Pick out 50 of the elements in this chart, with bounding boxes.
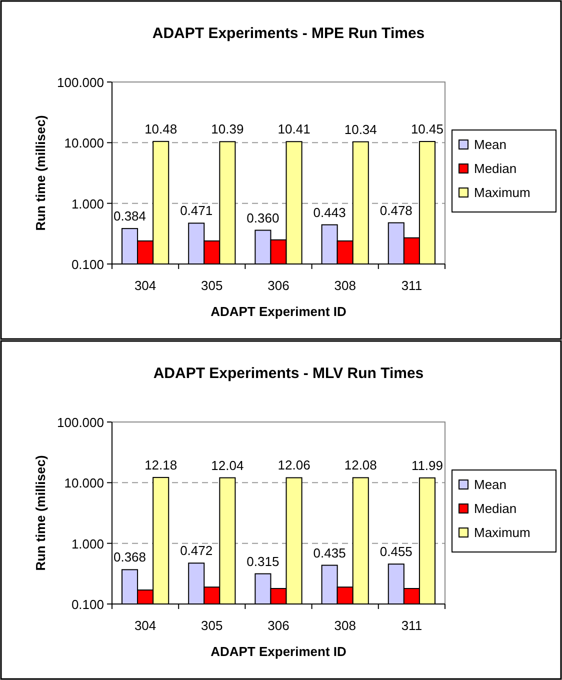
y-axis-title: Run time (millisec)	[33, 455, 48, 571]
chart-title: ADAPT Experiments - MLV Run Times	[153, 365, 424, 382]
y-tick-label: 100.000	[57, 415, 104, 430]
x-tick-label: 305	[201, 278, 223, 293]
data-label: 0.360	[246, 210, 280, 226]
x-tick-label: 304	[134, 278, 156, 293]
y-tick-label: 1.000	[71, 196, 104, 212]
data-label: 0.478	[380, 202, 412, 218]
data-label: 0.384	[113, 208, 146, 224]
x-tick-label: 308	[334, 278, 356, 293]
data-label: 10.45	[410, 122, 444, 137]
data-label: 12.18	[144, 457, 178, 472]
y-tick-label: 100.000	[57, 75, 104, 90]
x-tick-label: 308	[334, 618, 356, 633]
data-label: 0.472	[180, 543, 213, 558]
x-tick-label: 306	[268, 618, 290, 633]
legend-label: Mean	[474, 137, 507, 152]
data-label: 0.368	[113, 550, 146, 565]
legend-label: Maximum	[474, 525, 530, 540]
data-label: 12.06	[278, 458, 310, 473]
x-tick-label: 304	[134, 618, 156, 633]
x-tick-label: 311	[401, 278, 422, 293]
x-axis-title: ADAPT Experiment ID	[210, 304, 346, 319]
data-label: 12.04	[211, 458, 244, 473]
x-tick-label: 305	[201, 618, 223, 633]
y-axis-title: Run time (millisec)	[33, 115, 48, 231]
legend-label: Median	[474, 161, 517, 176]
x-tick-label: 306	[268, 278, 290, 293]
data-label: 0.443	[313, 204, 346, 220]
data-label: 10.48	[144, 121, 178, 136]
data-label: 0.455	[380, 544, 412, 560]
data-label: 0.471	[180, 203, 213, 218]
y-tick-label: 10.000	[64, 476, 104, 491]
data-label: 10.34	[344, 122, 377, 137]
data-label: 0.315	[246, 554, 280, 569]
legend-label: Mean	[474, 477, 507, 492]
x-axis-title: ADAPT Experiment ID	[210, 644, 346, 659]
legend-label: Maximum	[474, 185, 530, 200]
y-tick-label: 0.100	[71, 597, 104, 612]
y-tick-label: 0.100	[71, 257, 104, 272]
data-label: 11.99	[411, 458, 444, 473]
y-tick-label: 10.000	[64, 136, 104, 151]
y-tick-label: 1.000	[71, 536, 104, 552]
legend-label: Median	[474, 501, 517, 516]
data-label: 10.39	[211, 122, 244, 137]
x-tick-label: 311	[401, 618, 422, 633]
data-label: 10.41	[278, 122, 310, 137]
data-label: 0.435	[313, 545, 346, 560]
data-label: 12.08	[344, 458, 377, 473]
chart-title: ADAPT Experiments - MPE Run Times	[152, 25, 425, 42]
